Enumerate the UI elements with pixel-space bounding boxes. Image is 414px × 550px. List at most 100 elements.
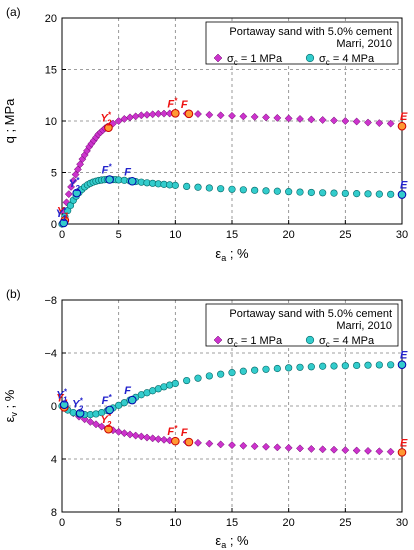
key-point-marker: [397, 121, 407, 131]
key-point-label: F*: [102, 393, 113, 407]
key-point-label: Y* 2: [69, 176, 80, 193]
key-point-marker: [105, 405, 114, 415]
data-point: [239, 441, 248, 450]
key-point-label: F*: [167, 96, 178, 110]
series-2: [58, 175, 406, 228]
data-point: [71, 170, 80, 179]
data-point: [273, 443, 282, 452]
data-point: [285, 364, 293, 372]
key-point-marker: [397, 360, 407, 369]
y-axis-label: εv ; %: [2, 389, 19, 422]
data-point: [183, 182, 191, 191]
data-point: [183, 376, 191, 385]
data-point: [137, 432, 146, 441]
key-point-marker: [104, 123, 113, 132]
data-point: [273, 187, 281, 195]
key-point-marker: [171, 436, 180, 446]
x-tick-label: 30: [396, 517, 408, 529]
data-point: [251, 186, 259, 194]
data-point: [330, 116, 338, 125]
data-point: [114, 427, 123, 436]
data-point: [194, 110, 202, 118]
key-point-label: F: [124, 166, 131, 178]
data-point: [375, 361, 383, 369]
x-tick-label: 10: [169, 517, 181, 529]
key-point-label: E: [400, 437, 408, 449]
x-tick-label: 30: [396, 229, 408, 241]
x-axis-label: εa ; %: [215, 533, 249, 550]
data-point: [296, 114, 304, 123]
legend-title-line2: Marri, 2010: [336, 38, 392, 50]
panel-label: (b): [6, 287, 21, 301]
key-point-marker: [72, 188, 82, 198]
key-point-label: E: [400, 180, 408, 192]
legend-label: σc = 4 MPa: [319, 53, 375, 67]
data-point: [250, 112, 259, 121]
legend-box: [205, 21, 399, 65]
data-point: [296, 188, 304, 196]
legend-marker: [305, 335, 315, 345]
data-point: [239, 112, 248, 121]
key-point-marker: [184, 437, 194, 447]
data-point: [92, 420, 100, 429]
key-point-label: Y* 2: [72, 396, 83, 413]
data-point: [216, 440, 225, 449]
key-point-label: F: [124, 385, 131, 397]
x-tick-label: 20: [283, 229, 295, 241]
data-point: [171, 379, 179, 388]
key-point-label: F: [181, 427, 188, 439]
data-point: [307, 115, 316, 124]
data-point: [341, 189, 349, 198]
data-point: [73, 165, 82, 174]
data-point: [228, 111, 236, 120]
data-point: [239, 367, 247, 375]
data-point: [318, 445, 327, 454]
data-point: [375, 190, 383, 198]
data-point: [109, 119, 117, 128]
data-point: [216, 111, 225, 120]
data-point: [296, 363, 304, 371]
key-point-label: Y* 2: [100, 111, 111, 128]
data-point: [205, 439, 214, 448]
y-tick-label: 15: [45, 65, 57, 77]
y-tick-label: 4: [51, 454, 57, 466]
x-tick-label: 15: [226, 517, 238, 529]
data-point: [364, 446, 372, 455]
data-point: [387, 361, 395, 369]
y-tick-label: 8: [51, 507, 57, 519]
x-tick-label: 0: [59, 229, 65, 241]
key-point-label: F*: [102, 163, 113, 177]
legend-marker: [213, 53, 223, 63]
data-point: [364, 118, 372, 127]
data-point: [217, 370, 225, 378]
key-point-marker: [127, 395, 137, 405]
legend-marker: [305, 53, 315, 63]
data-point: [250, 442, 259, 451]
data-point: [262, 113, 270, 122]
data-point: [154, 435, 163, 444]
y-tick-label: 0: [51, 401, 57, 413]
x-tick-label: 15: [226, 229, 238, 241]
key-point-label: F*: [167, 424, 178, 438]
data-point: [341, 362, 349, 370]
data-point: [330, 445, 338, 454]
data-point: [307, 363, 315, 371]
y-tick-label: 0: [51, 219, 57, 231]
data-point: [319, 362, 327, 370]
legend-label: σc = 4 MPa: [319, 335, 375, 349]
data-point: [262, 442, 270, 451]
data-point: [205, 110, 214, 119]
data-point: [69, 176, 78, 185]
data-point: [262, 187, 270, 195]
data-point: [97, 422, 106, 431]
key-point-marker: [104, 424, 113, 434]
key-point-label: F: [181, 99, 188, 111]
key-point-marker: [105, 175, 114, 184]
data-point: [262, 365, 270, 373]
x-tick-label: 5: [116, 517, 122, 529]
data-point: [296, 444, 304, 453]
data-point: [194, 438, 202, 447]
data-point: [160, 435, 168, 444]
x-tick-label: 10: [169, 229, 181, 241]
